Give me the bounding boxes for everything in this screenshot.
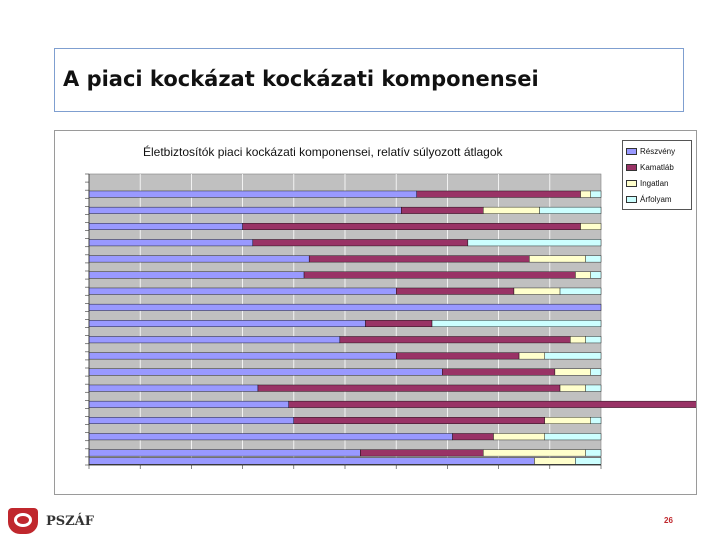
bar-segment-1 [88,303,602,311]
bar-segment-1 [88,417,295,424]
bar-segment-4 [590,271,602,279]
bar-segment-2 [360,449,484,457]
bar-segment-3 [483,449,586,457]
legend-item: Kamatláb [626,159,688,175]
bar-segment-4 [585,336,602,344]
bar-segment-4 [590,417,602,424]
legend: Részvény Kamatláb Ingatlan Árfolyam [622,140,692,210]
bar-segment-1 [88,206,402,214]
bar-segment-1 [88,449,361,457]
bar-segment-1 [88,384,259,392]
bar-segment-2 [452,433,494,441]
bar-segment-3 [529,255,586,263]
page-number: 26 [664,516,673,525]
bar-segment-4 [585,449,602,457]
bar-segment-1 [88,433,453,441]
bar-segment-2 [308,255,530,263]
title-box: A piaci kockázat kockázati komponensei [54,48,684,112]
legend-item: Részvény [626,143,688,159]
bar-segment-2 [396,352,520,360]
logo-text: PSZÁF [46,514,94,529]
bar-segment-1 [88,287,397,295]
bar-segment-1 [88,239,254,247]
bar-segment-1 [88,271,305,279]
bar-segment-3 [518,352,545,360]
bar-segment-1 [88,457,535,465]
bar-segment-2 [339,336,571,344]
legend-label: Ingatlan [640,178,669,188]
legend-swatch [626,179,637,187]
bar-segment-1 [88,320,366,327]
bar-segment-3 [570,336,586,344]
bar-segment-2 [257,384,561,392]
bar-segment-2 [293,417,545,424]
slide-title: A piaci kockázat kockázati komponensei [63,67,539,91]
bar-segment-4 [559,287,602,295]
bar-segment-1 [88,255,310,263]
bar-segment-1 [88,352,397,360]
legend-label: Kamatláb [640,162,674,172]
legend-item: Árfolyam [626,191,688,207]
bar-segment-4 [575,457,602,465]
bar-segment-4 [544,352,602,360]
bar-segment-3 [513,287,561,295]
bar-segment-2 [242,223,581,230]
legend-swatch [626,147,637,155]
bar-segment-2 [303,271,576,279]
bar-segment-4 [431,320,602,327]
bar-segment-1 [88,368,443,376]
bar-segment-3 [580,223,602,230]
footer: PSZÁF 26 [0,500,720,540]
pszaf-logo-icon [8,508,38,534]
bar-segment-2 [365,320,433,327]
bar-segment-3 [483,206,540,214]
bar-segment-4 [585,384,602,392]
bar-segment-1 [88,223,243,230]
bar-segment-2 [288,400,696,408]
bar-segment-3 [559,384,586,392]
bar-segment-2 [401,206,484,214]
bar-segment-2 [252,239,469,247]
bar-segment-4 [590,190,602,198]
bar-segment-3 [534,457,576,465]
bar-segment-3 [493,433,545,441]
chart-frame: Életbiztosítók piaci kockázati komponens… [54,130,697,495]
bar-segment-2 [442,368,556,376]
bar-segment-4 [539,206,602,214]
bar-segment-3 [554,368,591,376]
bar-segment-3 [580,190,591,198]
chart-title: Életbiztosítók piaci kockázati komponens… [143,145,503,159]
bar-segment-2 [396,287,515,295]
bar-segment-2 [416,190,581,198]
bar-segment-4 [585,255,602,263]
bar-segment-1 [88,336,341,344]
bar-segment-4 [467,239,602,247]
bar-segment-1 [88,400,289,408]
bar-chart [85,173,696,469]
legend-item: Ingatlan [626,175,688,191]
legend-swatch [626,195,637,203]
bar-segment-4 [544,433,602,441]
bar-segment-1 [88,190,417,198]
legend-label: Árfolyam [640,194,672,204]
bar-segment-3 [544,417,591,424]
bar-segment-4 [590,368,602,376]
legend-swatch [626,163,637,171]
legend-label: Részvény [640,146,676,156]
bar-segment-3 [575,271,591,279]
